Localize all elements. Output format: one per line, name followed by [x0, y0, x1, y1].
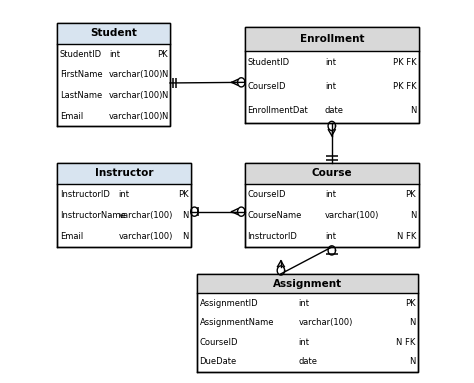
Text: N: N: [409, 357, 416, 366]
Text: N FK: N FK: [396, 338, 416, 347]
Text: Student: Student: [90, 28, 137, 38]
Bar: [57, 23, 170, 44]
Text: PK FK: PK FK: [392, 58, 416, 67]
Text: int: int: [325, 58, 336, 67]
Text: varchar(100): varchar(100): [109, 111, 164, 121]
Text: FirstName: FirstName: [60, 70, 102, 79]
Bar: [245, 27, 419, 123]
Text: date: date: [299, 357, 318, 366]
Text: StudentID: StudentID: [247, 58, 290, 67]
Text: int: int: [325, 232, 336, 241]
Text: N: N: [410, 106, 416, 115]
Text: int: int: [325, 82, 336, 91]
Text: PK: PK: [157, 49, 167, 59]
Text: int: int: [299, 299, 310, 308]
Bar: [197, 274, 418, 372]
Text: N: N: [182, 211, 188, 220]
Text: CourseID: CourseID: [200, 338, 238, 347]
Text: int: int: [109, 49, 120, 59]
Text: varchar(100): varchar(100): [118, 232, 173, 241]
Text: N: N: [182, 232, 188, 241]
Text: varchar(100): varchar(100): [118, 211, 173, 220]
Text: N: N: [410, 211, 416, 220]
Text: varchar(100): varchar(100): [109, 70, 164, 79]
Text: StudentID: StudentID: [60, 49, 102, 59]
Text: EnrollmentDat: EnrollmentDat: [247, 106, 308, 115]
Text: InstructorID: InstructorID: [60, 190, 109, 199]
Bar: [197, 274, 418, 293]
Text: Email: Email: [60, 232, 83, 241]
Bar: [57, 163, 191, 247]
Bar: [245, 163, 419, 184]
Text: AssignmentID: AssignmentID: [200, 299, 258, 308]
Text: varchar(100): varchar(100): [299, 318, 353, 327]
Text: varchar(100): varchar(100): [109, 91, 164, 100]
Text: PK FK: PK FK: [392, 82, 416, 91]
Text: CourseID: CourseID: [247, 82, 286, 91]
Text: PK: PK: [178, 190, 188, 199]
Text: Instructor: Instructor: [95, 168, 153, 178]
Text: Enrollment: Enrollment: [300, 34, 364, 44]
Bar: [57, 23, 170, 126]
Text: LastName: LastName: [60, 91, 102, 100]
Text: CourseID: CourseID: [247, 190, 286, 199]
Text: Assignment: Assignment: [273, 278, 342, 289]
Text: N: N: [161, 111, 167, 121]
Text: InstructorName: InstructorName: [60, 211, 126, 220]
Bar: [57, 163, 191, 184]
Text: date: date: [325, 106, 344, 115]
Text: CourseName: CourseName: [247, 211, 302, 220]
Text: PK: PK: [406, 190, 416, 199]
Text: AssignmentName: AssignmentName: [200, 318, 274, 327]
Text: int: int: [299, 338, 310, 347]
Text: N: N: [161, 70, 167, 79]
Text: varchar(100): varchar(100): [325, 211, 379, 220]
Text: N FK: N FK: [397, 232, 416, 241]
Text: N: N: [161, 91, 167, 100]
Text: Course: Course: [311, 168, 352, 178]
Text: DueDate: DueDate: [200, 357, 237, 366]
Text: int: int: [325, 190, 336, 199]
Text: InstructorID: InstructorID: [247, 232, 297, 241]
Bar: [245, 163, 419, 247]
Text: Email: Email: [60, 111, 83, 121]
Text: N: N: [409, 318, 416, 327]
Bar: [245, 27, 419, 51]
Text: PK: PK: [405, 299, 416, 308]
Text: int: int: [118, 190, 130, 199]
